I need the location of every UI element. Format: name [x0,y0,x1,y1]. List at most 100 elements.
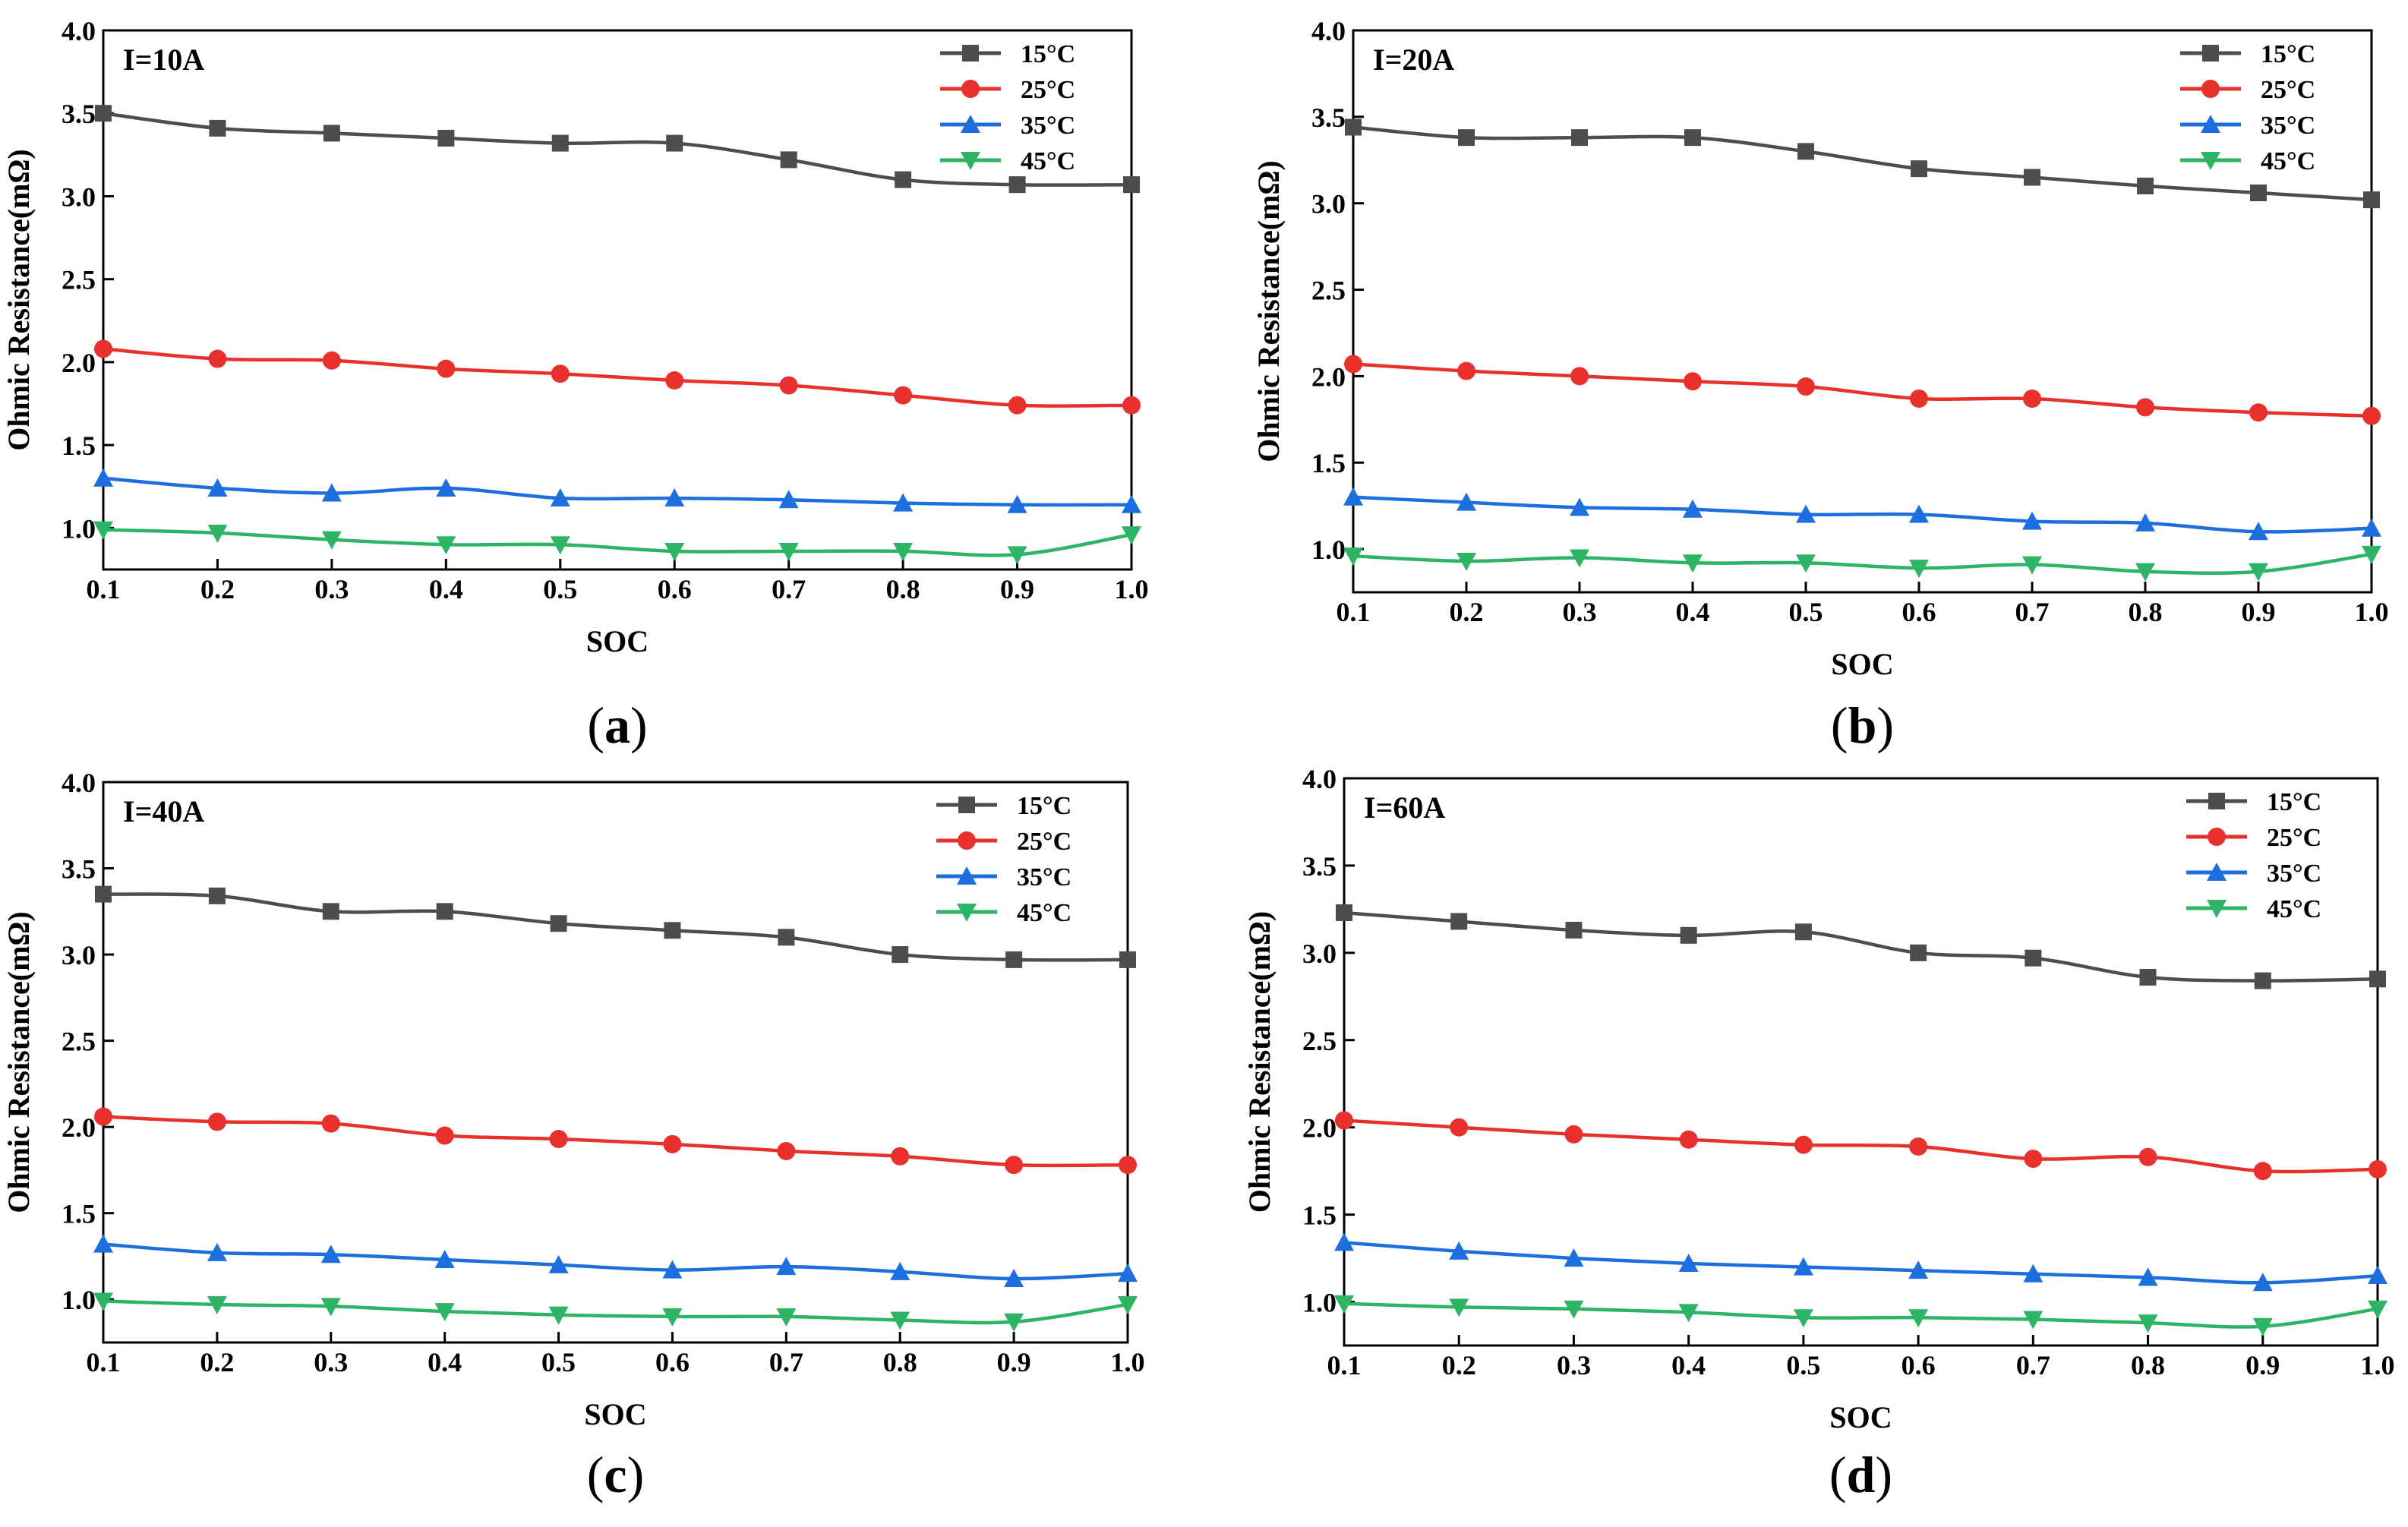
panel-a-x-tick-label: 0.2 [200,574,235,604]
panel-d-legend-marker [2207,863,2227,881]
panel-a-series-3-point [778,542,799,561]
panel-b-x-tick-label: 0.4 [1676,597,1710,627]
panel-b-series-1 [1344,355,2381,425]
panel-b-series-2-point [2022,511,2042,530]
panel-c-series-3-point [207,1296,227,1315]
panel-a-series-0 [95,105,1140,194]
panel-a-series-2-line [103,476,1132,507]
panel-d-series-3-point [2252,1317,2273,1336]
panel-a-series-0-point [666,134,683,152]
panel-b-x-tick-label: 0.5 [1789,597,1823,627]
panel-d-series-2-point [2252,1273,2273,1292]
panel-d-series-3-point [1793,1309,1813,1328]
panel-a-series-0-point [209,119,226,137]
panel-a-x-tick-label: 0.8 [886,574,920,604]
panel-b-series-0-point [1911,160,1927,178]
panel-c-series-3-point [93,1292,113,1311]
panel-c-series-3-line [103,1299,1128,1325]
panel-c-x-axis-title: SOC [584,1397,646,1431]
panel-b-series-0-point [1797,143,1814,160]
panel-b-x-axis-title: SOC [1831,647,1893,681]
panel-b-x-tick-label: 1.0 [2355,597,2389,627]
panel-a-x-tick-label: 0.1 [87,574,121,604]
panel-d-y-axis-title: Ohmic Resistance(mΩ) [1242,911,1277,1213]
panel-d-series-1-point [2253,1162,2272,1181]
panel-d-series-1-point [2369,1159,2387,1178]
panel-d-series-2-point [1449,1241,1469,1260]
panel-c-series-0-point [95,885,112,903]
panel-d-series-2-line [1343,1241,2378,1285]
caption-letter: a [604,696,630,754]
panel-d-series-1-point [2024,1150,2043,1169]
panel-c-series-2-point [548,1254,569,1273]
panel-b-legend-label: 15°C [2261,40,2315,68]
panel-c-legend-label: 25°C [1017,828,1071,856]
panel-d-x-tick-label: 0.2 [1442,1350,1476,1380]
panel-d-series-3-point [1449,1298,1469,1317]
panel-c-series-0-point [208,887,226,904]
panel-b-series-2 [1343,487,2381,541]
panel-d-legend-marker [2208,793,2225,809]
panel-a-series-1-point [551,364,570,383]
panel-d-x-tick-label: 0.5 [1786,1350,1820,1380]
panel-c-x-tick-label: 0.3 [314,1347,348,1377]
panel-c-series-2-point [662,1260,683,1279]
panel-b-series-0-point [1571,129,1588,147]
panel-b-series-3-point [1456,553,1476,572]
panel-a-series-0-point [780,151,797,169]
panel-d-x-tick-label: 0.3 [1557,1350,1591,1380]
panel-a-series-2-point [207,478,228,497]
panel-c-series-2-point [1118,1264,1138,1282]
panel-b-y-tick-label: 2.0 [1311,361,1346,392]
panel-c-series-0-line [103,892,1128,962]
panel-c-series-3-point [434,1303,455,1322]
panel-b-series-1-point [2249,403,2268,422]
panel-c-x-tick-label: 0.9 [997,1347,1031,1377]
panel-c-y-tick-label: 4.0 [62,768,96,798]
panel-d-x-tick-label: 0.6 [1901,1350,1936,1380]
panel-c-series-3-point [890,1311,910,1330]
panel-d-x-tick-label: 0.1 [1327,1350,1362,1380]
panel-d-y-tick-label: 2.0 [1302,1113,1337,1144]
panel-a-series-0-point [437,130,455,147]
panel-d-series-1-point [1679,1130,1698,1149]
panel-b-legend-marker [2201,80,2220,98]
panel-c-x-tick-label: 0.1 [87,1347,121,1377]
panel-b-series-3-line [1352,552,2372,576]
panel-b-series-3-point [2135,563,2155,582]
panel-c-legend-marker [957,904,977,922]
panel-d-series-2-point [2368,1266,2387,1285]
panel-a-series-0-point [1008,176,1026,194]
panel-d-series-3-point [2023,1311,2043,1330]
panel-c-series-3-point [662,1308,683,1327]
panel-d-series-2-point [1564,1248,1584,1267]
panel-c-caption: (c) [587,1446,645,1503]
panel-c-series-1-point [777,1141,796,1160]
panel-b-series-2-point [1570,497,1589,516]
panel-b-y-tick-label: 3.5 [1311,103,1346,133]
panel-a-legend-label: 35°C [1021,112,1075,140]
panel-c-series-0-point [322,903,339,920]
panel-d-legend-label: 15°C [2267,788,2321,816]
panel-c-legend-marker [958,797,975,813]
panel-d-series-2-point [2023,1264,2043,1282]
panel-d-legend-label: 25°C [2267,824,2321,852]
panel-b-series-3-point [2022,556,2042,575]
panel-c-series-1-point [891,1147,910,1166]
panel-b-series-2-line [1352,495,2372,534]
panel-b-series-0-line [1352,125,2372,202]
panel-d-series-2-point [1334,1232,1354,1251]
panel-b-series-1-point [1797,377,1815,396]
panel-b-current-label: I=20A [1373,43,1454,77]
panel-b-series-0-point [1458,129,1475,147]
panel-a-x-tick-label: 0.3 [314,574,349,604]
panel-b-series-2-point [1343,487,1363,506]
panel-a-x-tick-label: 0.5 [543,574,577,604]
panel-c-y-tick-label: 3.0 [62,940,96,970]
panel-a-frame [102,29,1133,571]
panel-d-series-3 [1334,1295,2387,1336]
caption-letter: c [604,1446,626,1503]
panel-b-series-3 [1343,545,2381,582]
panel-c: 0.1 0.2 0.3 0.4 0.5 0.6 0.7 0.8 0.9 1.0 1.0 1.5 2.0 2… [2,768,1145,1503]
panel-b-y-tick-label: 2.5 [1311,276,1346,306]
